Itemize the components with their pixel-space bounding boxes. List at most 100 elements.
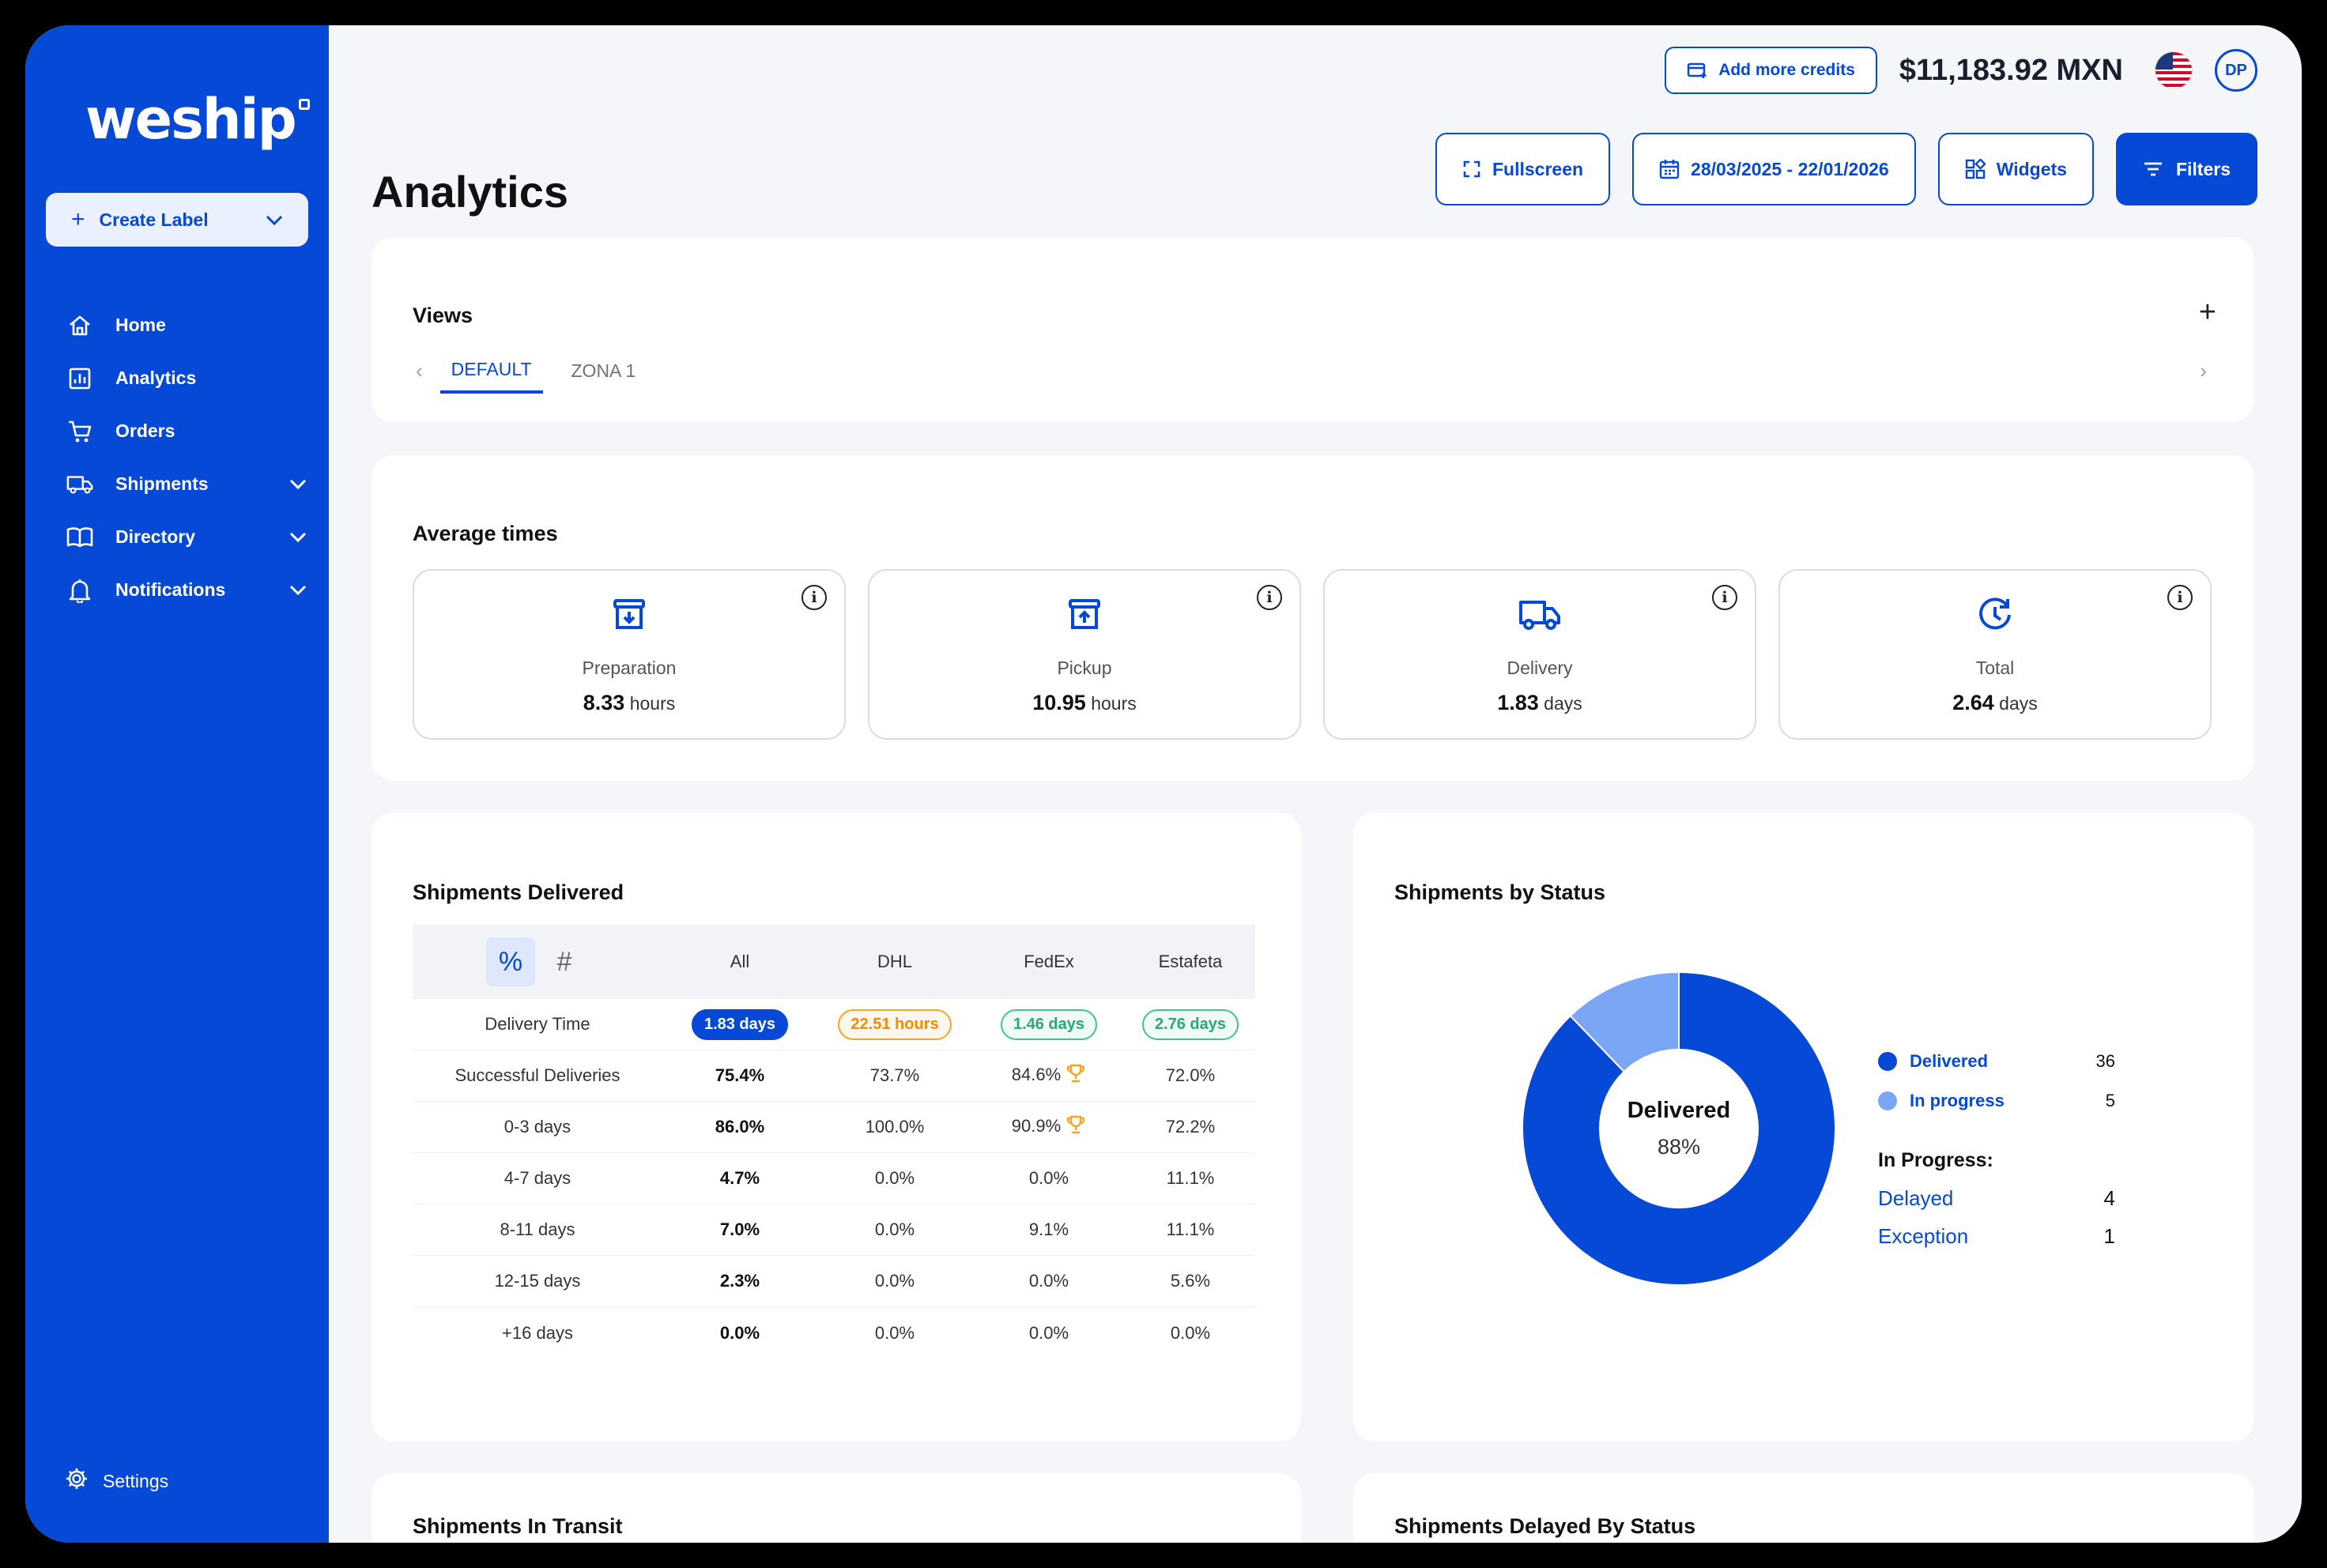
donut-center-value: 88%: [1657, 1135, 1701, 1159]
table-row: 4-7 days 4.7% 0.0% 0.0% 11.1%: [413, 1153, 1255, 1204]
delivered-table: % # All DHL FedEx Estafeta Delivery Time…: [413, 925, 1255, 1359]
table-cell: 0.0%: [1028, 1322, 1069, 1343]
info-icon[interactable]: i: [801, 585, 827, 610]
sidebar-item-orders[interactable]: Orders: [66, 405, 311, 458]
filter-icon: [2143, 161, 2163, 177]
fullscreen-button[interactable]: Fullscreen: [1435, 133, 1611, 205]
page-title: Analytics: [371, 167, 568, 217]
sidebar-item-settings[interactable]: Settings: [65, 1467, 168, 1495]
sidebar-item-analytics[interactable]: Analytics: [66, 352, 311, 405]
legend-item-in-progress[interactable]: In progress 5: [1878, 1081, 2115, 1121]
status-badge: 1.46 days: [1000, 1008, 1098, 1040]
sidebar-item-directory[interactable]: Directory: [66, 511, 311, 564]
brand-logo[interactable]: weship: [85, 87, 310, 152]
row-label: 8-11 days: [500, 1219, 575, 1239]
shipments-delivered-card: Shipments Delivered % # All DHL FedEx Es…: [371, 812, 1301, 1442]
table-cell: 0.0%: [874, 1322, 915, 1343]
metric-value: 8.33 hours: [583, 691, 676, 714]
widgets-button[interactable]: Widgets: [1937, 133, 2094, 205]
count-toggle[interactable]: #: [556, 946, 572, 977]
filters-label: Filters: [2175, 158, 2231, 179]
info-icon[interactable]: i: [1257, 585, 1282, 610]
chevron-right-icon[interactable]: ›: [2200, 358, 2207, 383]
gear-icon: [65, 1467, 89, 1495]
bell-icon: [66, 577, 93, 604]
sub-status-count: 4: [2103, 1185, 2115, 1210]
info-icon[interactable]: i: [1712, 585, 1737, 610]
legend-name: Delivered: [1910, 1051, 1989, 1071]
sidebar-item-label: Orders: [115, 420, 175, 441]
create-label-button[interactable]: + Create Label: [46, 193, 308, 247]
status-badge: 22.51 hours: [838, 1008, 952, 1040]
tab-zona-1[interactable]: ZONA 1: [571, 360, 636, 381]
sub-status-link[interactable]: Exception: [1878, 1223, 1969, 1248]
table-row: Delivery Time 1.83 days 22.51 hours 1.46…: [413, 999, 1255, 1050]
trophy-icon: [1065, 1114, 1086, 1140]
sidebar-item-home[interactable]: Home: [66, 299, 311, 352]
calendar-icon: [1659, 159, 1680, 179]
sidebar-item-notifications[interactable]: Notifications: [66, 564, 311, 616]
fullscreen-label: Fullscreen: [1492, 158, 1584, 179]
sidebar: weship + Create Label Home Analytics: [25, 25, 329, 1543]
box-up-icon: [1065, 596, 1103, 638]
donut-center: Delivered 88%: [1521, 971, 1837, 1287]
views-tabs: ‹ DEFAULT ZONA 1 ›: [416, 348, 2207, 394]
unit-toggle: % #: [413, 937, 662, 986]
add-view-icon[interactable]: +: [2198, 296, 2216, 329]
credit-card-icon: [1687, 62, 1707, 79]
table-cell: 84.6%: [972, 1063, 1126, 1088]
in-progress-item-exception: Exception 1: [1878, 1217, 2115, 1255]
filters-button[interactable]: Filters: [2115, 133, 2257, 205]
date-range-picker[interactable]: 28/03/2025 - 22/01/2026: [1632, 133, 1916, 205]
sub-status-count: 1: [2103, 1223, 2115, 1248]
metric-card-preparation: i Preparation 8.33 hours: [413, 569, 846, 740]
table-row: 0-3 days 86.0% 100.0% 90.9% 72.2%: [413, 1102, 1255, 1153]
legend-item-delivered[interactable]: Delivered 36: [1878, 1042, 2115, 1081]
user-avatar[interactable]: DP: [2215, 49, 2257, 92]
table-row: 12-15 days 2.3% 0.0% 0.0% 5.6%: [413, 1256, 1255, 1307]
donut-slice-delivered[interactable]: [1522, 971, 1836, 1286]
column-header: FedEx: [1024, 952, 1074, 971]
trophy-icon: [1065, 1063, 1086, 1088]
table-cell: 2.3%: [719, 1271, 760, 1291]
chevron-left-icon[interactable]: ‹: [416, 358, 423, 383]
metric-card-pickup: i Pickup 10.95 hours: [868, 569, 1301, 740]
table-cell: 5.6%: [1170, 1271, 1211, 1291]
table-cell: 0.0%: [719, 1322, 760, 1343]
chevron-down-icon[interactable]: [289, 579, 307, 601]
status-donut-chart[interactable]: [1521, 971, 1837, 1287]
table-cell: 100.0%: [865, 1117, 925, 1136]
sidebar-nav: Home Analytics Orders Shipments: [66, 299, 311, 616]
metric-label: Preparation: [582, 658, 677, 678]
sidebar-item-shipments[interactable]: Shipments: [66, 458, 311, 511]
shipments-by-status-title: Shipments by Status: [1394, 880, 1606, 904]
status-badge: 2.76 days: [1141, 1008, 1239, 1040]
views-card: Views + ‹ DEFAULT ZONA 1 ›: [371, 237, 2254, 422]
home-icon: [66, 312, 93, 339]
table-cell: 73.7%: [869, 1065, 920, 1085]
percent-toggle[interactable]: %: [486, 937, 535, 986]
tab-default[interactable]: DEFAULT: [439, 348, 543, 394]
sidebar-item-label: Shipments: [115, 473, 209, 494]
sub-status-link[interactable]: Delayed: [1878, 1185, 1954, 1210]
box-down-icon: [610, 596, 648, 638]
truck-icon: [1518, 596, 1562, 638]
add-credits-button[interactable]: Add more credits: [1665, 47, 1877, 94]
info-icon[interactable]: i: [2167, 585, 2193, 610]
metric-list: i Preparation 8.33 hours i Pickup 10.95 …: [413, 569, 2212, 740]
account-balance: $11,183.92 MXN: [1899, 53, 2123, 87]
settings-label: Settings: [103, 1470, 169, 1491]
table-cell: 75.4%: [715, 1065, 765, 1085]
table-row: 8-11 days 7.0% 0.0% 9.1% 11.1%: [413, 1204, 1255, 1256]
chevron-down-icon[interactable]: [289, 526, 307, 548]
table-cell: 11.1%: [1166, 1219, 1215, 1239]
donut-slice-in-progress[interactable]: [1569, 971, 1680, 1073]
chevron-down-icon[interactable]: [289, 473, 307, 495]
us-flag-icon[interactable]: [2155, 51, 2193, 89]
legend-dot: [1878, 1091, 1897, 1110]
average-times-card: Average times i Preparation 8.33 hours i…: [371, 455, 2254, 781]
expand-icon: [1462, 160, 1481, 179]
metric-value: 10.95 hours: [1032, 691, 1137, 714]
legend-value: 36: [2095, 1051, 2115, 1071]
widgets-label: Widgets: [1996, 158, 2067, 179]
